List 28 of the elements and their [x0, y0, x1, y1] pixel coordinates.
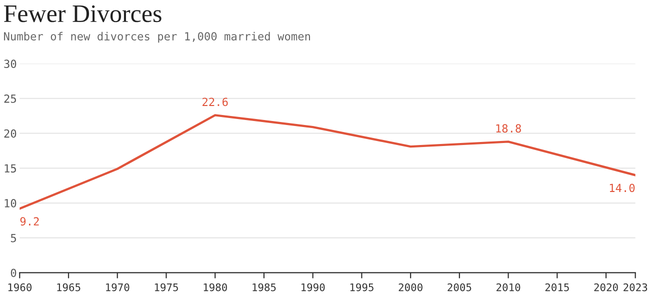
- x-tick-label: 1980: [204, 283, 227, 292]
- chart-title: Fewer Divorces: [4, 5, 162, 22]
- line-series: [20, 114, 636, 210]
- y-tick-label: 10: [4, 199, 16, 208]
- y-tick-label: 30: [4, 60, 16, 68]
- data-label: 14.0: [610, 184, 635, 192]
- x-tick-label: 2015: [545, 283, 569, 292]
- x-tick-label: 1965: [57, 283, 80, 292]
- y-tick-label: 25: [4, 94, 16, 103]
- x-tick-label: 1970: [106, 283, 130, 292]
- data-label: 9.2: [20, 217, 39, 226]
- x-tick-label: 2010: [496, 283, 520, 292]
- x-tick-label: 2023: [624, 283, 648, 292]
- x-tick-label: 2000: [398, 283, 422, 292]
- x-tick-label: 2020: [594, 283, 618, 292]
- y-tick-label: 15: [4, 164, 16, 173]
- data-label: 22.6: [202, 98, 228, 106]
- x-tick-label: 1995: [350, 283, 374, 292]
- x-tick-label: 1985: [252, 283, 276, 292]
- y-tick-label: 5: [10, 234, 16, 242]
- chart-subtitle: Number of new divorces per 1,000 married women: [4, 32, 310, 43]
- y-tick-label: 20: [4, 129, 16, 138]
- x-tick-label: 1975: [154, 283, 178, 292]
- y-tick-label: 0: [10, 268, 16, 278]
- x-tick-label: 1960: [8, 283, 32, 292]
- x-tick-label: 2005: [448, 283, 472, 292]
- x-tick-label: 1990: [302, 283, 325, 292]
- data-label: 18.8: [496, 124, 521, 133]
